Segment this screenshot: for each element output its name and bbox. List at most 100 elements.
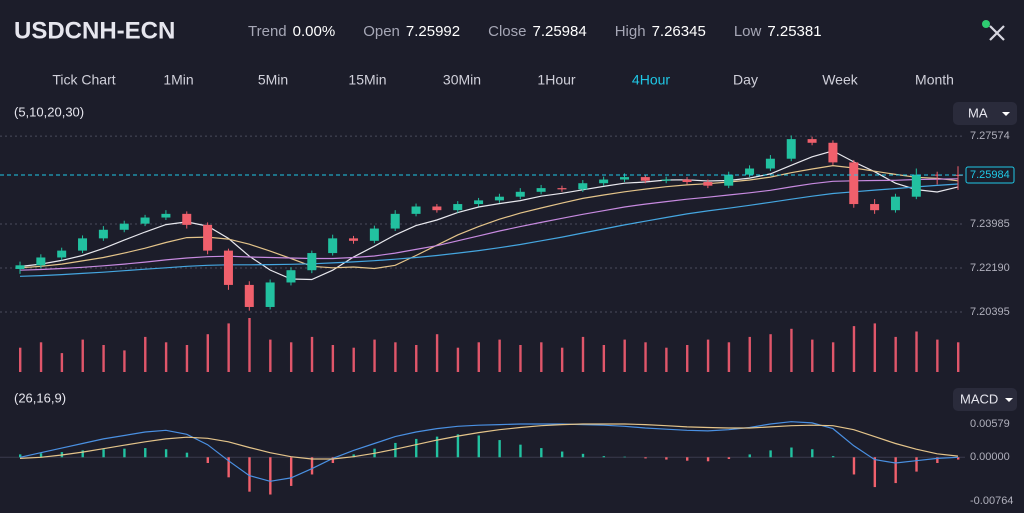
symbol-title: USDCNH-ECN xyxy=(14,17,175,44)
volume-bar xyxy=(623,339,626,372)
candle-body xyxy=(703,181,713,186)
volume-bar xyxy=(373,339,376,372)
volume-bar xyxy=(415,345,418,372)
timeframe-tab[interactable]: 30Min xyxy=(443,72,481,88)
candle-body xyxy=(78,238,88,251)
macd-params: (26,16,9) xyxy=(14,390,66,405)
volume-bar xyxy=(248,318,251,372)
candle-body xyxy=(265,282,275,307)
macd-tick-label: -0.00764 xyxy=(970,495,1013,507)
macd-dif-line xyxy=(19,421,959,482)
volume-bar xyxy=(164,342,168,372)
ma-dropdown-label: MA xyxy=(968,105,988,120)
ma-line xyxy=(19,164,959,270)
volume-bar xyxy=(331,345,335,372)
volume-bar xyxy=(581,336,585,372)
macd-bar xyxy=(477,435,480,458)
volume-bar xyxy=(915,331,918,372)
ma-line xyxy=(19,183,959,277)
macd-dropdown-label: MACD xyxy=(960,391,998,406)
candle-body xyxy=(849,162,859,205)
volume-bar xyxy=(686,345,689,372)
timeframe-tab[interactable]: 1Min xyxy=(163,72,193,88)
timeframe-tab[interactable]: 4Hour xyxy=(632,72,670,88)
volume-bar xyxy=(727,342,731,372)
volume-bar xyxy=(227,323,230,372)
macd-bar xyxy=(915,457,918,472)
ma-line xyxy=(19,150,959,281)
stat-value: 7.25992 xyxy=(406,23,460,40)
volume-bar xyxy=(498,339,501,372)
y-tick-label: 7.20395 xyxy=(970,306,1010,318)
candle-body xyxy=(515,191,525,197)
macd-bar xyxy=(289,457,293,486)
volume-bar xyxy=(706,339,710,372)
macd-bar xyxy=(894,457,897,484)
volume-bar xyxy=(435,334,439,372)
candle-body xyxy=(203,224,213,251)
macd-bar xyxy=(790,447,793,458)
candle-body xyxy=(349,238,359,241)
candle-body xyxy=(578,183,588,190)
candle-body xyxy=(15,265,25,269)
ma-dropdown[interactable] xyxy=(953,102,1017,125)
volume-bar xyxy=(811,339,814,372)
macd-bar xyxy=(81,450,84,458)
timeframe-tab[interactable]: 1Hour xyxy=(537,72,575,88)
volume-bar xyxy=(39,342,43,372)
candle-body xyxy=(640,177,650,181)
timeframe-tab[interactable]: Month xyxy=(915,72,954,88)
candle-body xyxy=(828,142,838,163)
volume-bar xyxy=(310,336,314,372)
timeframe-tab[interactable]: Day xyxy=(733,72,758,88)
volume-bar xyxy=(644,342,647,372)
volume-bar xyxy=(519,345,522,372)
volume-bar xyxy=(352,347,355,372)
volume-bar xyxy=(540,342,543,372)
macd-bar xyxy=(852,457,856,475)
timeframe-tab[interactable]: Week xyxy=(822,72,859,88)
macd-bar xyxy=(102,449,105,458)
candle-body xyxy=(745,168,755,175)
macd-bar xyxy=(581,453,585,458)
close-button[interactable] xyxy=(989,25,1005,41)
macd-bar xyxy=(123,448,126,458)
macd-bar xyxy=(19,454,22,458)
current-price-label: 7.25984 xyxy=(970,169,1010,181)
macd-bar xyxy=(686,457,689,461)
stat-value: 0.00% xyxy=(293,23,336,40)
macd-bar xyxy=(352,454,355,458)
stat-value: 7.25381 xyxy=(767,23,821,40)
candle-body xyxy=(119,223,129,230)
candle-body xyxy=(536,188,546,192)
volume-bar xyxy=(873,323,877,372)
volume-bar xyxy=(769,334,772,372)
current-price-box xyxy=(965,166,1015,184)
macd-dea-line xyxy=(19,423,959,460)
dropdown-arrow xyxy=(1002,112,1010,116)
macd-bar xyxy=(39,453,43,458)
volume-bar xyxy=(602,345,606,372)
volume-bar xyxy=(123,350,126,372)
timeframe-tab[interactable]: Tick Chart xyxy=(52,72,115,88)
volume-bar xyxy=(936,339,939,372)
macd-bar xyxy=(310,457,314,475)
macd-bar xyxy=(540,448,543,458)
candle-body xyxy=(807,139,817,143)
candle-body xyxy=(411,206,421,214)
candle-body xyxy=(619,177,629,180)
candle-body xyxy=(223,250,233,285)
macd-bar xyxy=(435,436,439,458)
candle-body xyxy=(890,196,900,211)
volume-bar xyxy=(831,342,835,372)
candle-body xyxy=(724,174,734,186)
stat-value: 7.26345 xyxy=(652,23,706,40)
timeframe-tab[interactable]: 5Min xyxy=(258,72,288,88)
volume-bar xyxy=(185,345,189,372)
timeframe-tab[interactable]: 15Min xyxy=(348,72,386,88)
candle-body xyxy=(244,284,254,307)
macd-dropdown[interactable] xyxy=(953,388,1017,411)
volume-bar xyxy=(102,345,105,372)
volume-bar xyxy=(790,328,793,372)
